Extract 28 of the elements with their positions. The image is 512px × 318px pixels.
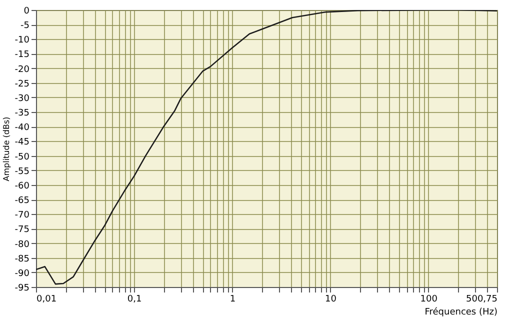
y-tick-label: -30 xyxy=(14,94,30,104)
y-tick-label: -15 xyxy=(14,50,30,60)
y-tick-label: -80 xyxy=(14,240,30,250)
y-tick-label: -35 xyxy=(14,108,30,119)
x-tick-label: 1 xyxy=(230,294,236,304)
y-tick-label: -50 xyxy=(14,152,30,162)
x-axis-title: Fréquences (Hz) xyxy=(424,306,498,318)
y-tick-label: -20 xyxy=(14,64,30,75)
y-axis-title: Amplitude (dBs) xyxy=(2,116,11,182)
y-tick-label: -95 xyxy=(14,284,30,294)
y-tick-label: 0 xyxy=(24,6,30,16)
y-tick-label: -60 xyxy=(14,181,30,192)
y-tick-label: -90 xyxy=(14,268,30,279)
y-tick-label: -10 xyxy=(14,36,30,46)
x-tick-label: 100 xyxy=(420,294,438,304)
x-tick-label: 500,75 xyxy=(466,294,498,304)
y-tick-label: -75 xyxy=(14,225,30,236)
y-tick-label: -70 xyxy=(14,210,30,221)
x-tick-label: 10 xyxy=(325,294,337,304)
y-tick-label: -45 xyxy=(14,138,30,148)
x-tick-label: 0,01 xyxy=(36,294,57,304)
y-tick-label: -65 xyxy=(14,196,30,206)
y-tick-label: -25 xyxy=(14,79,30,90)
y-tick-label: -40 xyxy=(14,123,30,134)
y-tick-label: -85 xyxy=(14,254,30,264)
x-tick-label: 0,1 xyxy=(127,294,142,304)
y-tick-label: -55 xyxy=(14,166,30,177)
y-tick-label: -5 xyxy=(20,21,30,32)
